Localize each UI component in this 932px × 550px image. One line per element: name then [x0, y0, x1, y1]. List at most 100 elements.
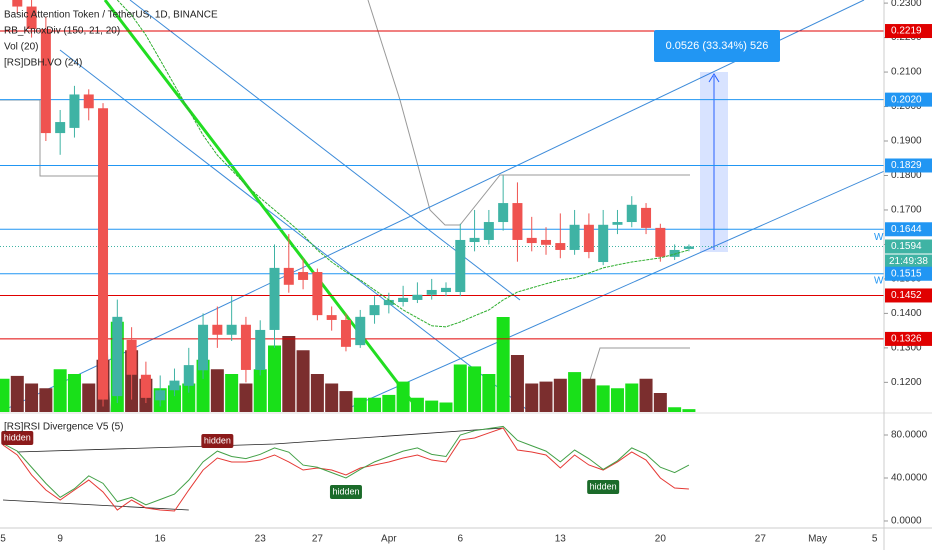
- volume-bar: [468, 366, 482, 412]
- divergence-line: [2, 499, 189, 511]
- price-label: 0.1829: [891, 160, 922, 171]
- volume-bar: [639, 378, 653, 412]
- divergence-line: [17, 427, 504, 453]
- candle-body: [683, 246, 694, 249]
- volume-bar: [210, 369, 224, 412]
- volume-bar: [553, 378, 567, 412]
- trend-line: [59, 49, 531, 412]
- volume-bar: [410, 397, 424, 412]
- candle-body: [555, 243, 566, 250]
- main-pane: WW: [0, 0, 884, 412]
- annotation-box: [587, 480, 620, 495]
- volume-bar: [282, 336, 296, 412]
- volume-bar: [225, 374, 239, 412]
- candle-body: [455, 239, 466, 293]
- candle-body: [669, 249, 680, 257]
- candle-body: [541, 239, 552, 245]
- volume-bar: [610, 388, 624, 412]
- candle-body: [612, 222, 623, 225]
- marker-label: W: [874, 232, 884, 243]
- volume-bar: [439, 402, 453, 412]
- candle-body: [412, 294, 423, 300]
- volume-bar: [453, 364, 467, 412]
- x-tick-label: May: [808, 534, 827, 545]
- candle-body: [426, 289, 437, 295]
- price-label: 0.1452: [891, 290, 922, 301]
- volume-bar: [682, 409, 696, 412]
- volume-bar: [10, 375, 24, 412]
- volume-bar: [596, 385, 610, 412]
- y-tick-label: 0.2100: [891, 67, 922, 78]
- volume-bar: [496, 317, 510, 412]
- volume-bar: [525, 383, 539, 412]
- volume-bar: [396, 381, 410, 412]
- candle-body: [583, 224, 594, 253]
- price-label: 0.2219: [891, 26, 922, 37]
- y-tick-label: 40.0000: [891, 473, 928, 484]
- candle-body: [340, 319, 351, 347]
- candle-body: [440, 287, 451, 293]
- volume-bar: [0, 378, 10, 412]
- volume-bar: [82, 383, 96, 412]
- grey-line: [589, 347, 690, 381]
- volume-bar: [510, 355, 524, 412]
- volume-bar: [239, 383, 253, 412]
- candle-body: [326, 315, 337, 320]
- y-tick-label: 0.2300: [891, 0, 922, 9]
- x-tick-label: 23: [255, 534, 267, 545]
- candle-body: [312, 272, 323, 316]
- rsi-pane: hidden hidden hidden hidden: [1, 425, 690, 512]
- candle-body: [369, 305, 380, 316]
- volume-bar: [67, 374, 81, 412]
- y-tick-label: 0.1200: [891, 377, 922, 388]
- annotation-label: hidden: [4, 432, 31, 442]
- volume-bar: [382, 394, 396, 412]
- x-tick-label: 27: [755, 534, 767, 545]
- candle-body: [126, 339, 137, 375]
- legend-indicator: [RS]DBH.VO (24): [4, 58, 82, 69]
- x-tick-label: 16: [155, 534, 167, 545]
- candle-body: [598, 224, 609, 263]
- candle-body: [641, 207, 652, 228]
- candle-body: [283, 267, 294, 285]
- candle-body: [226, 324, 237, 335]
- price-label-box: [885, 158, 932, 173]
- candle-body: [469, 237, 480, 243]
- volume-bar: [668, 407, 682, 412]
- price-label-box: [885, 288, 932, 303]
- price-label: 0.1594: [891, 241, 922, 252]
- candle-body: [398, 297, 409, 303]
- volume-bar: [653, 393, 667, 412]
- candle-body: [298, 272, 309, 280]
- x-tick-label: 5: [872, 534, 878, 545]
- measure-label-box: [654, 30, 780, 62]
- candle-body: [98, 108, 109, 400]
- volume-bar: [568, 372, 582, 412]
- legend-indicator: RB_KnoxDiv (150, 21, 20): [4, 26, 120, 37]
- annotation-box: [201, 433, 234, 448]
- indicator-line: [116, 0, 690, 328]
- candle-body: [40, 28, 51, 134]
- candle-body: [12, 0, 23, 7]
- price-label: 0.1515: [891, 268, 922, 279]
- candle-body: [498, 203, 509, 223]
- measure-arrow-head: [708, 73, 720, 83]
- price-label-box: [885, 331, 932, 346]
- volume-bar: [353, 397, 367, 412]
- annotation-label: hidden: [590, 481, 617, 491]
- trend-line: [0, 0, 865, 412]
- volume-bar: [368, 397, 382, 412]
- y-tick-label: 80.0000: [891, 430, 928, 441]
- annotation-box: [329, 484, 362, 499]
- candle-body: [198, 324, 209, 371]
- candle-body: [269, 267, 280, 330]
- candle-body: [255, 329, 266, 370]
- countdown-box: [885, 254, 932, 269]
- x-tick-label: 13: [555, 534, 567, 545]
- candle-body: [155, 390, 166, 401]
- candle-body: [26, 6, 37, 29]
- price-label-box: [885, 222, 932, 237]
- annotation-label: hidden: [332, 486, 359, 496]
- volume-bar: [310, 374, 324, 412]
